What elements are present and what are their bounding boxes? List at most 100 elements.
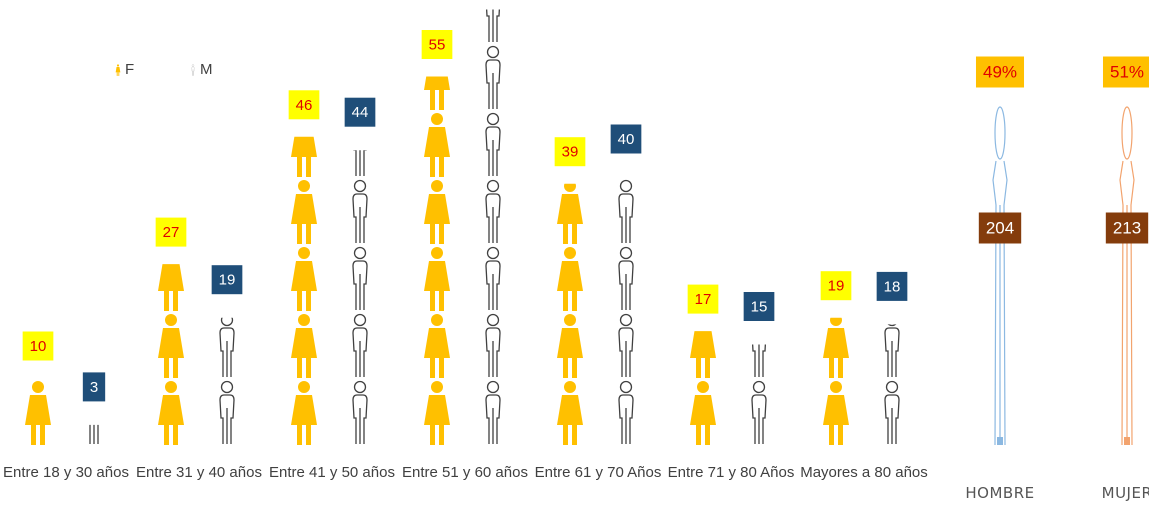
- icon-leg: [306, 224, 311, 244]
- value-label: 17: [695, 291, 712, 308]
- icon-head: [486, 112, 500, 126]
- icon-leg: [838, 358, 843, 378]
- icon-body: [158, 395, 184, 425]
- icon-head: [830, 247, 842, 259]
- icon-body: [618, 260, 634, 310]
- icon-body: [557, 261, 583, 291]
- icon-leg: [439, 90, 444, 110]
- icon-body: [89, 424, 99, 444]
- icon-body: [823, 395, 849, 425]
- pictogram-stack: [424, 0, 450, 445]
- icon-head: [621, 114, 632, 125]
- value-label: 46: [296, 97, 313, 114]
- icon-leg: [173, 358, 178, 378]
- icon-leg: [705, 425, 710, 445]
- value-label: 213: [1113, 218, 1141, 237]
- x-tick-label: Entre 41 y 50 años: [269, 464, 395, 481]
- icon-leg: [164, 358, 169, 378]
- value-label: 49%: [983, 62, 1017, 81]
- value-label: 204: [986, 218, 1014, 237]
- icon-head: [353, 179, 367, 193]
- pictogram-stack: [618, 114, 634, 444]
- icon-body: [352, 327, 368, 377]
- icon-head: [431, 314, 443, 326]
- icon-leg: [430, 224, 435, 244]
- icon-head: [298, 314, 310, 326]
- figure-foot: [1124, 437, 1130, 445]
- icon-body: [485, 327, 501, 377]
- value-label-box: [344, 97, 376, 127]
- icon-head: [32, 314, 44, 326]
- icon-leg: [40, 425, 45, 445]
- icon-leg: [306, 358, 311, 378]
- icon-leg: [572, 358, 577, 378]
- value-label: 55: [429, 36, 446, 53]
- icon-body: [87, 328, 101, 377]
- icon-leg: [31, 358, 36, 378]
- value-label-box: [978, 212, 1022, 244]
- icon-head: [619, 179, 633, 193]
- icon-head: [89, 315, 100, 326]
- legend-label: F: [125, 61, 134, 78]
- pictogram-stack: [291, 60, 317, 445]
- figure-body: [992, 160, 1008, 446]
- icon-head: [220, 317, 234, 327]
- icon-body: [751, 344, 767, 377]
- icon-leg: [829, 425, 834, 445]
- icon-body: [352, 193, 368, 243]
- pictogram-stack: [690, 314, 716, 445]
- icon-head: [752, 380, 766, 394]
- icon-head: [32, 381, 44, 393]
- icon-head: [431, 381, 443, 393]
- icon-body: [219, 327, 235, 377]
- icon-leg: [306, 425, 311, 445]
- icon-leg: [306, 291, 311, 311]
- icon-body: [424, 328, 450, 358]
- x-tick-label: Entre 61 y 70 Años: [534, 464, 662, 481]
- value-label-box: [610, 124, 642, 154]
- value-label: 10: [30, 338, 47, 355]
- icon-body: [291, 194, 317, 224]
- value-label-box: [820, 271, 852, 301]
- icon-head: [697, 314, 709, 326]
- value-label-box: [22, 331, 54, 361]
- icon-leg: [838, 425, 843, 445]
- value-label: 3: [90, 379, 98, 396]
- icon-body: [291, 60, 317, 90]
- pictogram-stack: [751, 344, 767, 444]
- icon-leg: [306, 157, 311, 177]
- icon-head: [887, 248, 898, 259]
- icon-head: [619, 380, 633, 394]
- icon-head: [564, 113, 576, 125]
- icon-head: [486, 45, 500, 59]
- icon-leg: [705, 358, 710, 378]
- icon-head: [298, 381, 310, 393]
- pictogram-stack: [557, 113, 583, 445]
- icon-body: [751, 394, 767, 444]
- icon-body: [618, 327, 634, 377]
- icon-body: [352, 394, 368, 444]
- icon-leg: [439, 224, 444, 244]
- icon-leg: [572, 291, 577, 311]
- value-label: 40: [618, 131, 635, 148]
- icon-body: [424, 395, 450, 425]
- icon-body: [884, 394, 900, 444]
- icon-body: [191, 66, 195, 76]
- icon-body: [424, 0, 450, 23]
- icon-leg: [439, 291, 444, 311]
- icon-body: [115, 66, 121, 73]
- value-label-box: [975, 56, 1025, 88]
- icon-head: [619, 313, 633, 327]
- icon-head: [353, 380, 367, 394]
- icon-head: [165, 247, 177, 259]
- value-label: 51%: [1110, 62, 1144, 81]
- icon-leg: [31, 425, 36, 445]
- icon-head: [298, 180, 310, 192]
- icon-body: [291, 395, 317, 425]
- icon-leg: [164, 291, 169, 311]
- pictogram-stack: [884, 248, 900, 444]
- icon-body: [557, 328, 583, 358]
- icon-leg: [297, 157, 302, 177]
- icon-leg: [297, 224, 302, 244]
- icon-head: [486, 313, 500, 327]
